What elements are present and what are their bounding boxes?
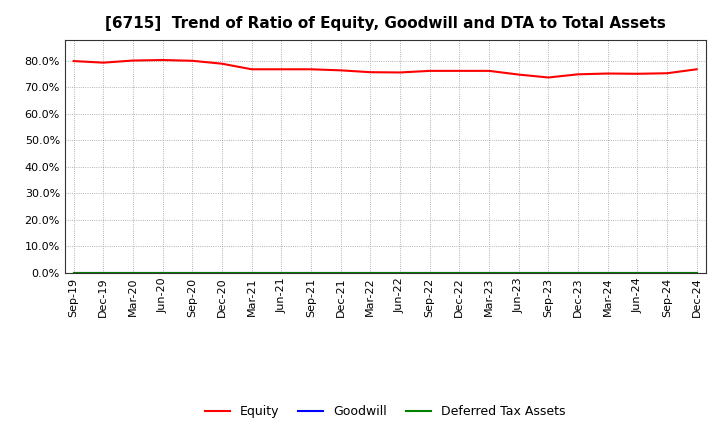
Deferred Tax Assets [544, 270, 553, 275]
Deferred Tax Assets [396, 270, 405, 275]
Goodwill [69, 270, 78, 275]
Deferred Tax Assets [99, 270, 108, 275]
Equity [693, 66, 701, 72]
Equity [485, 68, 493, 73]
Goodwill [188, 270, 197, 275]
Equity [69, 59, 78, 64]
Equity [544, 75, 553, 80]
Deferred Tax Assets [336, 270, 345, 275]
Deferred Tax Assets [366, 270, 374, 275]
Equity [662, 70, 671, 76]
Equity [455, 68, 464, 73]
Legend: Equity, Goodwill, Deferred Tax Assets: Equity, Goodwill, Deferred Tax Assets [200, 400, 570, 423]
Goodwill [366, 270, 374, 275]
Equity [574, 72, 582, 77]
Goodwill [603, 270, 612, 275]
Goodwill [662, 270, 671, 275]
Deferred Tax Assets [426, 270, 434, 275]
Goodwill [277, 270, 286, 275]
Equity [158, 57, 167, 62]
Goodwill [217, 270, 226, 275]
Goodwill [514, 270, 523, 275]
Equity [217, 61, 226, 66]
Equity [366, 70, 374, 75]
Equity [514, 72, 523, 77]
Goodwill [99, 270, 108, 275]
Equity [129, 58, 138, 63]
Equity [603, 71, 612, 76]
Deferred Tax Assets [307, 270, 315, 275]
Deferred Tax Assets [574, 270, 582, 275]
Deferred Tax Assets [217, 270, 226, 275]
Goodwill [158, 270, 167, 275]
Equity [633, 71, 642, 77]
Deferred Tax Assets [455, 270, 464, 275]
Title: [6715]  Trend of Ratio of Equity, Goodwill and DTA to Total Assets: [6715] Trend of Ratio of Equity, Goodwil… [105, 16, 665, 32]
Goodwill [307, 270, 315, 275]
Equity [336, 68, 345, 73]
Equity [277, 66, 286, 72]
Deferred Tax Assets [129, 270, 138, 275]
Equity [248, 66, 256, 72]
Deferred Tax Assets [603, 270, 612, 275]
Deferred Tax Assets [514, 270, 523, 275]
Deferred Tax Assets [69, 270, 78, 275]
Equity [188, 58, 197, 63]
Goodwill [574, 270, 582, 275]
Deferred Tax Assets [485, 270, 493, 275]
Deferred Tax Assets [248, 270, 256, 275]
Goodwill [693, 270, 701, 275]
Equity [307, 66, 315, 72]
Deferred Tax Assets [633, 270, 642, 275]
Deferred Tax Assets [188, 270, 197, 275]
Goodwill [455, 270, 464, 275]
Goodwill [129, 270, 138, 275]
Goodwill [426, 270, 434, 275]
Goodwill [336, 270, 345, 275]
Line: Equity: Equity [73, 60, 697, 77]
Deferred Tax Assets [662, 270, 671, 275]
Goodwill [485, 270, 493, 275]
Goodwill [633, 270, 642, 275]
Equity [396, 70, 405, 75]
Goodwill [396, 270, 405, 275]
Goodwill [544, 270, 553, 275]
Equity [99, 60, 108, 65]
Equity [426, 68, 434, 73]
Deferred Tax Assets [158, 270, 167, 275]
Deferred Tax Assets [693, 270, 701, 275]
Deferred Tax Assets [277, 270, 286, 275]
Goodwill [248, 270, 256, 275]
